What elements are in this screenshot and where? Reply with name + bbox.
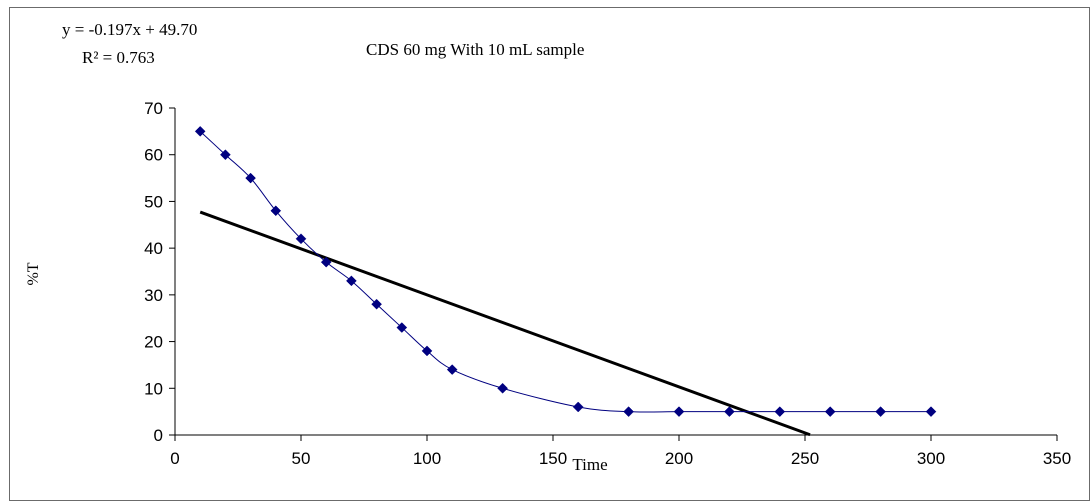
chart-title: CDS 60 mg With 10 mL sample	[366, 40, 584, 59]
series-group	[194, 126, 937, 417]
data-point	[194, 126, 206, 137]
tick-labels: 0 50 100 150 200 250 300 350 0 10 20 30 40 50 60 70	[144, 99, 1071, 468]
data-point	[875, 406, 886, 417]
data-point	[346, 275, 357, 287]
data-point	[295, 233, 307, 245]
data-point	[371, 298, 382, 310]
data-point	[824, 406, 836, 417]
x-tick-label: 250	[791, 449, 819, 468]
y-tick-label: 40	[144, 239, 163, 258]
y-tick-label: 20	[144, 333, 163, 352]
trendline-group	[199, 210, 811, 437]
series-line	[199, 130, 931, 413]
data-point	[623, 406, 634, 417]
x-tick-label: 150	[539, 449, 567, 468]
y-tick-label: 70	[144, 99, 163, 118]
data-point	[673, 406, 685, 417]
data-point	[396, 322, 408, 333]
x-tick-label: 350	[1043, 449, 1071, 468]
y-tick-label: 60	[144, 146, 163, 165]
trendline-r2: R² = 0.763	[82, 48, 155, 67]
y-tick-label: 50	[144, 192, 163, 211]
y-axis-label: %T	[25, 262, 42, 285]
x-tick-label: 100	[413, 449, 441, 468]
data-point	[724, 406, 735, 417]
y-tick-label: 10	[144, 379, 163, 398]
x-axis-label: Time	[572, 455, 607, 474]
data-point	[245, 172, 256, 184]
x-tick-label: 300	[917, 449, 945, 468]
data-point	[572, 401, 584, 413]
data-point	[925, 406, 937, 417]
x-tick-label: 50	[292, 449, 311, 468]
data-point	[320, 256, 332, 268]
data-point	[220, 149, 231, 161]
data-point	[270, 205, 282, 217]
chart-frame	[9, 7, 1090, 501]
data-point	[446, 364, 458, 375]
axes	[169, 107, 1058, 441]
data-point	[497, 382, 508, 394]
data-point	[421, 345, 433, 357]
y-tick-label: 30	[144, 286, 163, 305]
x-tick-label: 0	[170, 449, 179, 468]
trendline	[199, 210, 811, 437]
y-tick-label: 0	[154, 426, 163, 445]
trendline-equation: y = -0.197x + 49.70	[62, 20, 197, 39]
x-tick-label: 200	[665, 449, 693, 468]
data-point	[774, 406, 786, 417]
